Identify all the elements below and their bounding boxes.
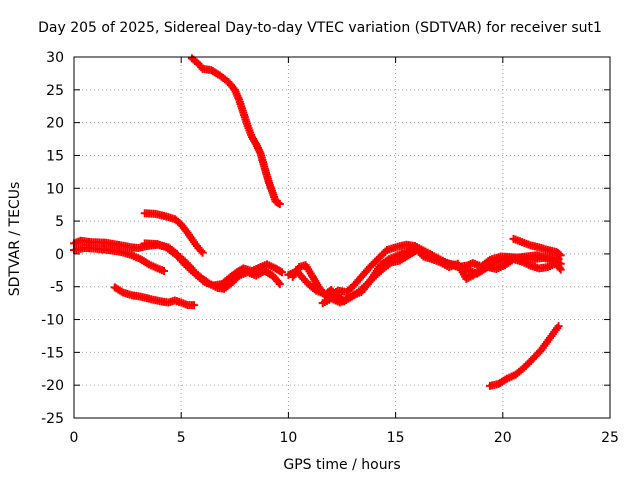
data-point: [555, 264, 564, 273]
y-tick-label: 30: [46, 50, 64, 66]
y-axis-label: SDTVAR / TECUs: [7, 181, 23, 297]
series-arc-4: [70, 244, 169, 275]
series-arc-3: [70, 236, 286, 290]
series-arc-2: [140, 209, 207, 257]
x-tick-label: 20: [494, 430, 512, 446]
y-tick-label: 20: [46, 116, 64, 132]
series-arc-9: [318, 245, 565, 308]
data-point: [274, 278, 283, 287]
data-point: [556, 265, 565, 274]
x-tick-label: 15: [387, 430, 405, 446]
y-tick-label: 25: [46, 83, 64, 99]
series-arc-10: [509, 234, 565, 260]
y-tick-label: -10: [41, 313, 64, 329]
x-tick-label: 5: [177, 430, 186, 446]
series-arc-8: [284, 240, 563, 302]
x-tick-label: 25: [601, 430, 619, 446]
data-point: [554, 322, 563, 331]
data-point: [197, 247, 206, 256]
plot-frame: [73, 56, 611, 419]
grid: [74, 57, 610, 418]
x-axis-label: GPS time / hours: [283, 457, 401, 473]
axis-ticks: 0 5 10 15 20 25 -25 -20 -15 -10 -5 0 5 10 15 20 25 30: [41, 50, 619, 446]
data-point: [198, 248, 207, 257]
data-marks: [70, 54, 565, 390]
data-point: [275, 200, 284, 209]
y-tick-label: -15: [41, 345, 64, 361]
series-arc-11: [485, 322, 563, 390]
y-tick-label: -5: [50, 280, 64, 296]
data-point: [160, 266, 169, 275]
data-point: [555, 250, 564, 259]
data-point: [277, 268, 286, 277]
y-tick-label: 0: [55, 247, 64, 263]
series-arc-5: [140, 239, 284, 293]
data-point: [275, 280, 284, 289]
x-tick-label: 0: [70, 430, 79, 446]
y-tick-label: 15: [46, 148, 64, 164]
y-tick-label: -25: [41, 411, 64, 427]
chart-title: Day 205 of 2025, Sidereal Day-to-day VTE…: [38, 20, 602, 36]
y-tick-label: 10: [46, 181, 64, 197]
y-tick-label: -20: [41, 378, 64, 394]
x-tick-label: 10: [279, 430, 297, 446]
series-arc-1: [187, 54, 284, 209]
data-point: [190, 301, 199, 310]
y-tick-label: 5: [55, 214, 64, 230]
series-arc-6: [110, 283, 199, 310]
data-point: [556, 251, 565, 260]
